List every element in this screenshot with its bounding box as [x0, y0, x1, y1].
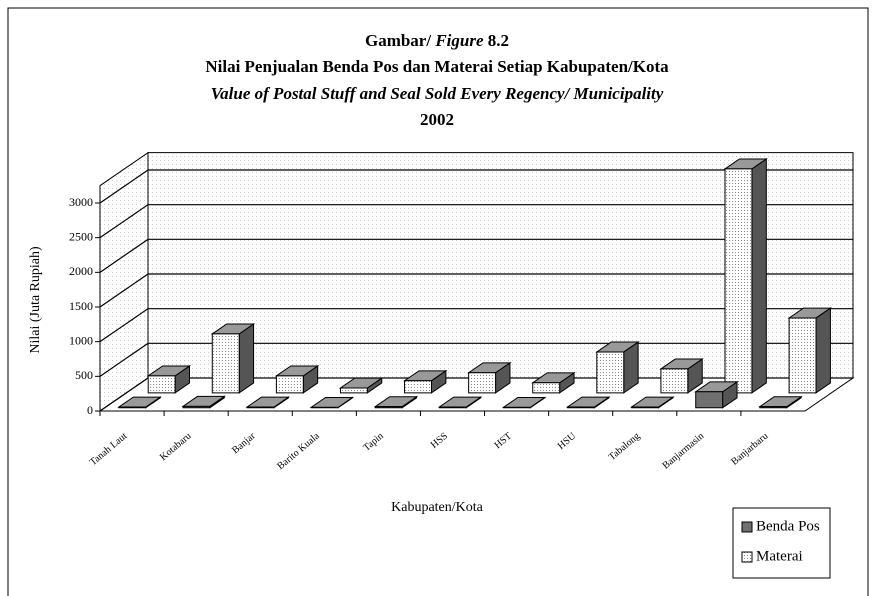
x-tick-label: Tanah Laut	[88, 430, 130, 468]
x-tick-label: Kotabaru	[158, 431, 194, 463]
bar-front	[724, 168, 753, 394]
bar-front	[118, 406, 147, 409]
x-tick-label: HSS	[429, 431, 450, 451]
x-tick-label: Tabalong	[607, 431, 642, 463]
frame	[7, 7, 869, 596]
y-tick-label: 3000	[69, 195, 93, 209]
chart-title: Nilai Penjualan Benda Pos dan Materai Se…	[205, 57, 669, 76]
bar-front	[147, 375, 176, 394]
bar-front	[438, 406, 467, 409]
bar-front	[788, 317, 817, 394]
side-wall	[99, 151, 149, 412]
caption-figure: Figure	[434, 31, 484, 50]
chart-year: 2002	[420, 110, 454, 129]
caption-number: 8.2	[488, 31, 509, 50]
y-tick-label: 1500	[69, 299, 93, 313]
y-tick-label: 2000	[69, 264, 93, 278]
bar-front	[339, 387, 368, 394]
bar-front	[567, 406, 595, 409]
x-tick-label: Banjar	[230, 430, 258, 456]
bar-side	[815, 307, 831, 394]
bar-front	[695, 391, 724, 409]
x-tick-label: HST	[492, 431, 514, 452]
grid-line	[99, 238, 853, 273]
x-axis-title: Kabupaten/Kota	[391, 500, 484, 515]
bar-front	[759, 406, 788, 409]
bar-front	[596, 351, 625, 394]
y-tick-label: 0	[87, 403, 93, 417]
x-tick-label: Banjarmasin	[660, 431, 706, 472]
bar-front	[660, 368, 689, 394]
x-tick-label: Barito Kuala	[275, 430, 322, 472]
y-tick-label: 2500	[69, 229, 93, 243]
x-tick-label: Banjarbaru	[729, 431, 770, 468]
bar-front	[468, 372, 497, 394]
bar-front	[211, 333, 240, 394]
grid-line	[99, 308, 853, 343]
bar-side	[238, 323, 255, 394]
legend-swatch	[741, 551, 753, 563]
y-axis-title: Nilai (Juta Rupiah)	[28, 246, 43, 354]
caption-prefix: Gambar/	[365, 31, 431, 50]
legend-label: Materai	[756, 548, 803, 564]
bar-front	[246, 406, 275, 409]
bar-front	[631, 406, 660, 409]
chart-subtitle: Value of Postal Stuff and Seal Sold Ever…	[211, 84, 664, 103]
caption: Gambar/ Figure 8.2	[365, 31, 509, 50]
bar-front	[182, 405, 211, 409]
legend-box	[732, 507, 831, 579]
x-tick-label: Tapin	[361, 431, 385, 454]
y-tick-label: 1000	[69, 333, 93, 347]
legend-label: Benda Pos	[756, 518, 820, 534]
grid-line	[99, 169, 853, 204]
bar-front	[374, 406, 403, 409]
grid-line	[99, 204, 853, 239]
bar-side	[751, 158, 767, 394]
x-tick-label: HSU	[556, 430, 579, 452]
y-tick-label: 500	[75, 368, 93, 382]
bar-front	[275, 375, 304, 394]
bar-front	[532, 382, 561, 394]
grid-line	[99, 273, 853, 308]
bar-front	[404, 380, 432, 394]
legend-swatch	[741, 521, 753, 533]
